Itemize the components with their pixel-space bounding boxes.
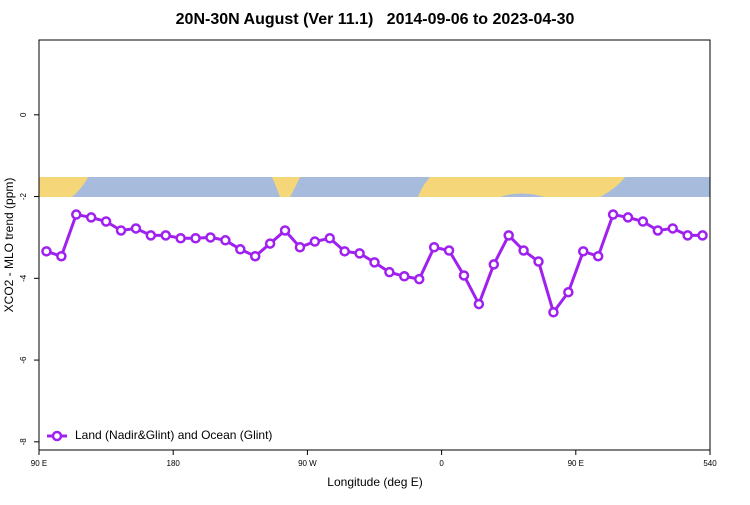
y-axis-label: XCO2 - MLO trend (ppm): [2, 178, 16, 313]
data-point: [309, 236, 321, 247]
data-point: [533, 256, 544, 267]
data-point: [190, 233, 201, 244]
y-tick-label: -4: [19, 274, 28, 282]
data-point: [413, 273, 425, 285]
data-point: [503, 230, 514, 241]
chart-title: 20N-30N August (Ver 11.1) 2014-09-06 to …: [176, 11, 575, 28]
data-point: [324, 233, 336, 244]
y-tick-label: -8: [19, 438, 28, 446]
data-point: [339, 246, 350, 257]
data-point: [145, 230, 157, 241]
data-point: [115, 225, 127, 236]
data-point: [130, 223, 142, 234]
data-point: [682, 230, 693, 241]
x-tick-label: 540: [703, 459, 717, 468]
x-tick-label: 90 E: [31, 459, 47, 468]
data-point: [563, 286, 574, 298]
data-point: [249, 250, 261, 262]
legend-label: Land (Nadir&Glint) and Ocean (Glint): [75, 428, 272, 442]
data-point: [592, 250, 604, 262]
data-point: [205, 232, 216, 243]
y-tick-label: -2: [19, 192, 28, 200]
data-point: [85, 212, 97, 223]
data-point: [488, 259, 500, 270]
x-tick-label: 180: [167, 459, 181, 468]
x-axis-label: Longitude (deg E): [327, 475, 422, 489]
x-tick-label: 0: [439, 459, 444, 468]
data-point: [473, 298, 485, 310]
y-tick-label: 0: [19, 112, 28, 117]
data-point: [264, 238, 276, 249]
data-point: [548, 306, 559, 318]
data-point: [428, 241, 440, 253]
data-point: [100, 216, 112, 227]
data-point: [41, 246, 52, 257]
data-point: [518, 245, 529, 256]
data-point: [384, 266, 395, 278]
data-point: [607, 209, 619, 220]
data-point: [622, 212, 634, 223]
data-point: [667, 223, 678, 234]
data-point: [56, 250, 67, 262]
data-point: [399, 271, 410, 282]
x-tick-label: 90 E: [568, 459, 584, 468]
data-point: [71, 209, 82, 220]
data-point: [443, 245, 455, 256]
data-point: [652, 225, 664, 236]
legend-marker: [51, 430, 63, 442]
data-point: [578, 246, 589, 257]
data-point: [294, 241, 306, 253]
data-point: [160, 230, 171, 241]
data-point: [637, 216, 649, 227]
data-point: [458, 270, 470, 281]
data-point: [279, 225, 291, 236]
data-point: [220, 235, 231, 246]
data-point: [354, 248, 365, 259]
x-tick-label: 90 W: [298, 459, 317, 468]
data-point: [697, 230, 708, 241]
data-point: [235, 244, 246, 255]
data-point: [175, 233, 186, 244]
map-strip: [39, 177, 710, 197]
y-tick-label: -6: [19, 356, 28, 364]
plot-frame: [38, 39, 711, 451]
data-point: [369, 257, 380, 268]
